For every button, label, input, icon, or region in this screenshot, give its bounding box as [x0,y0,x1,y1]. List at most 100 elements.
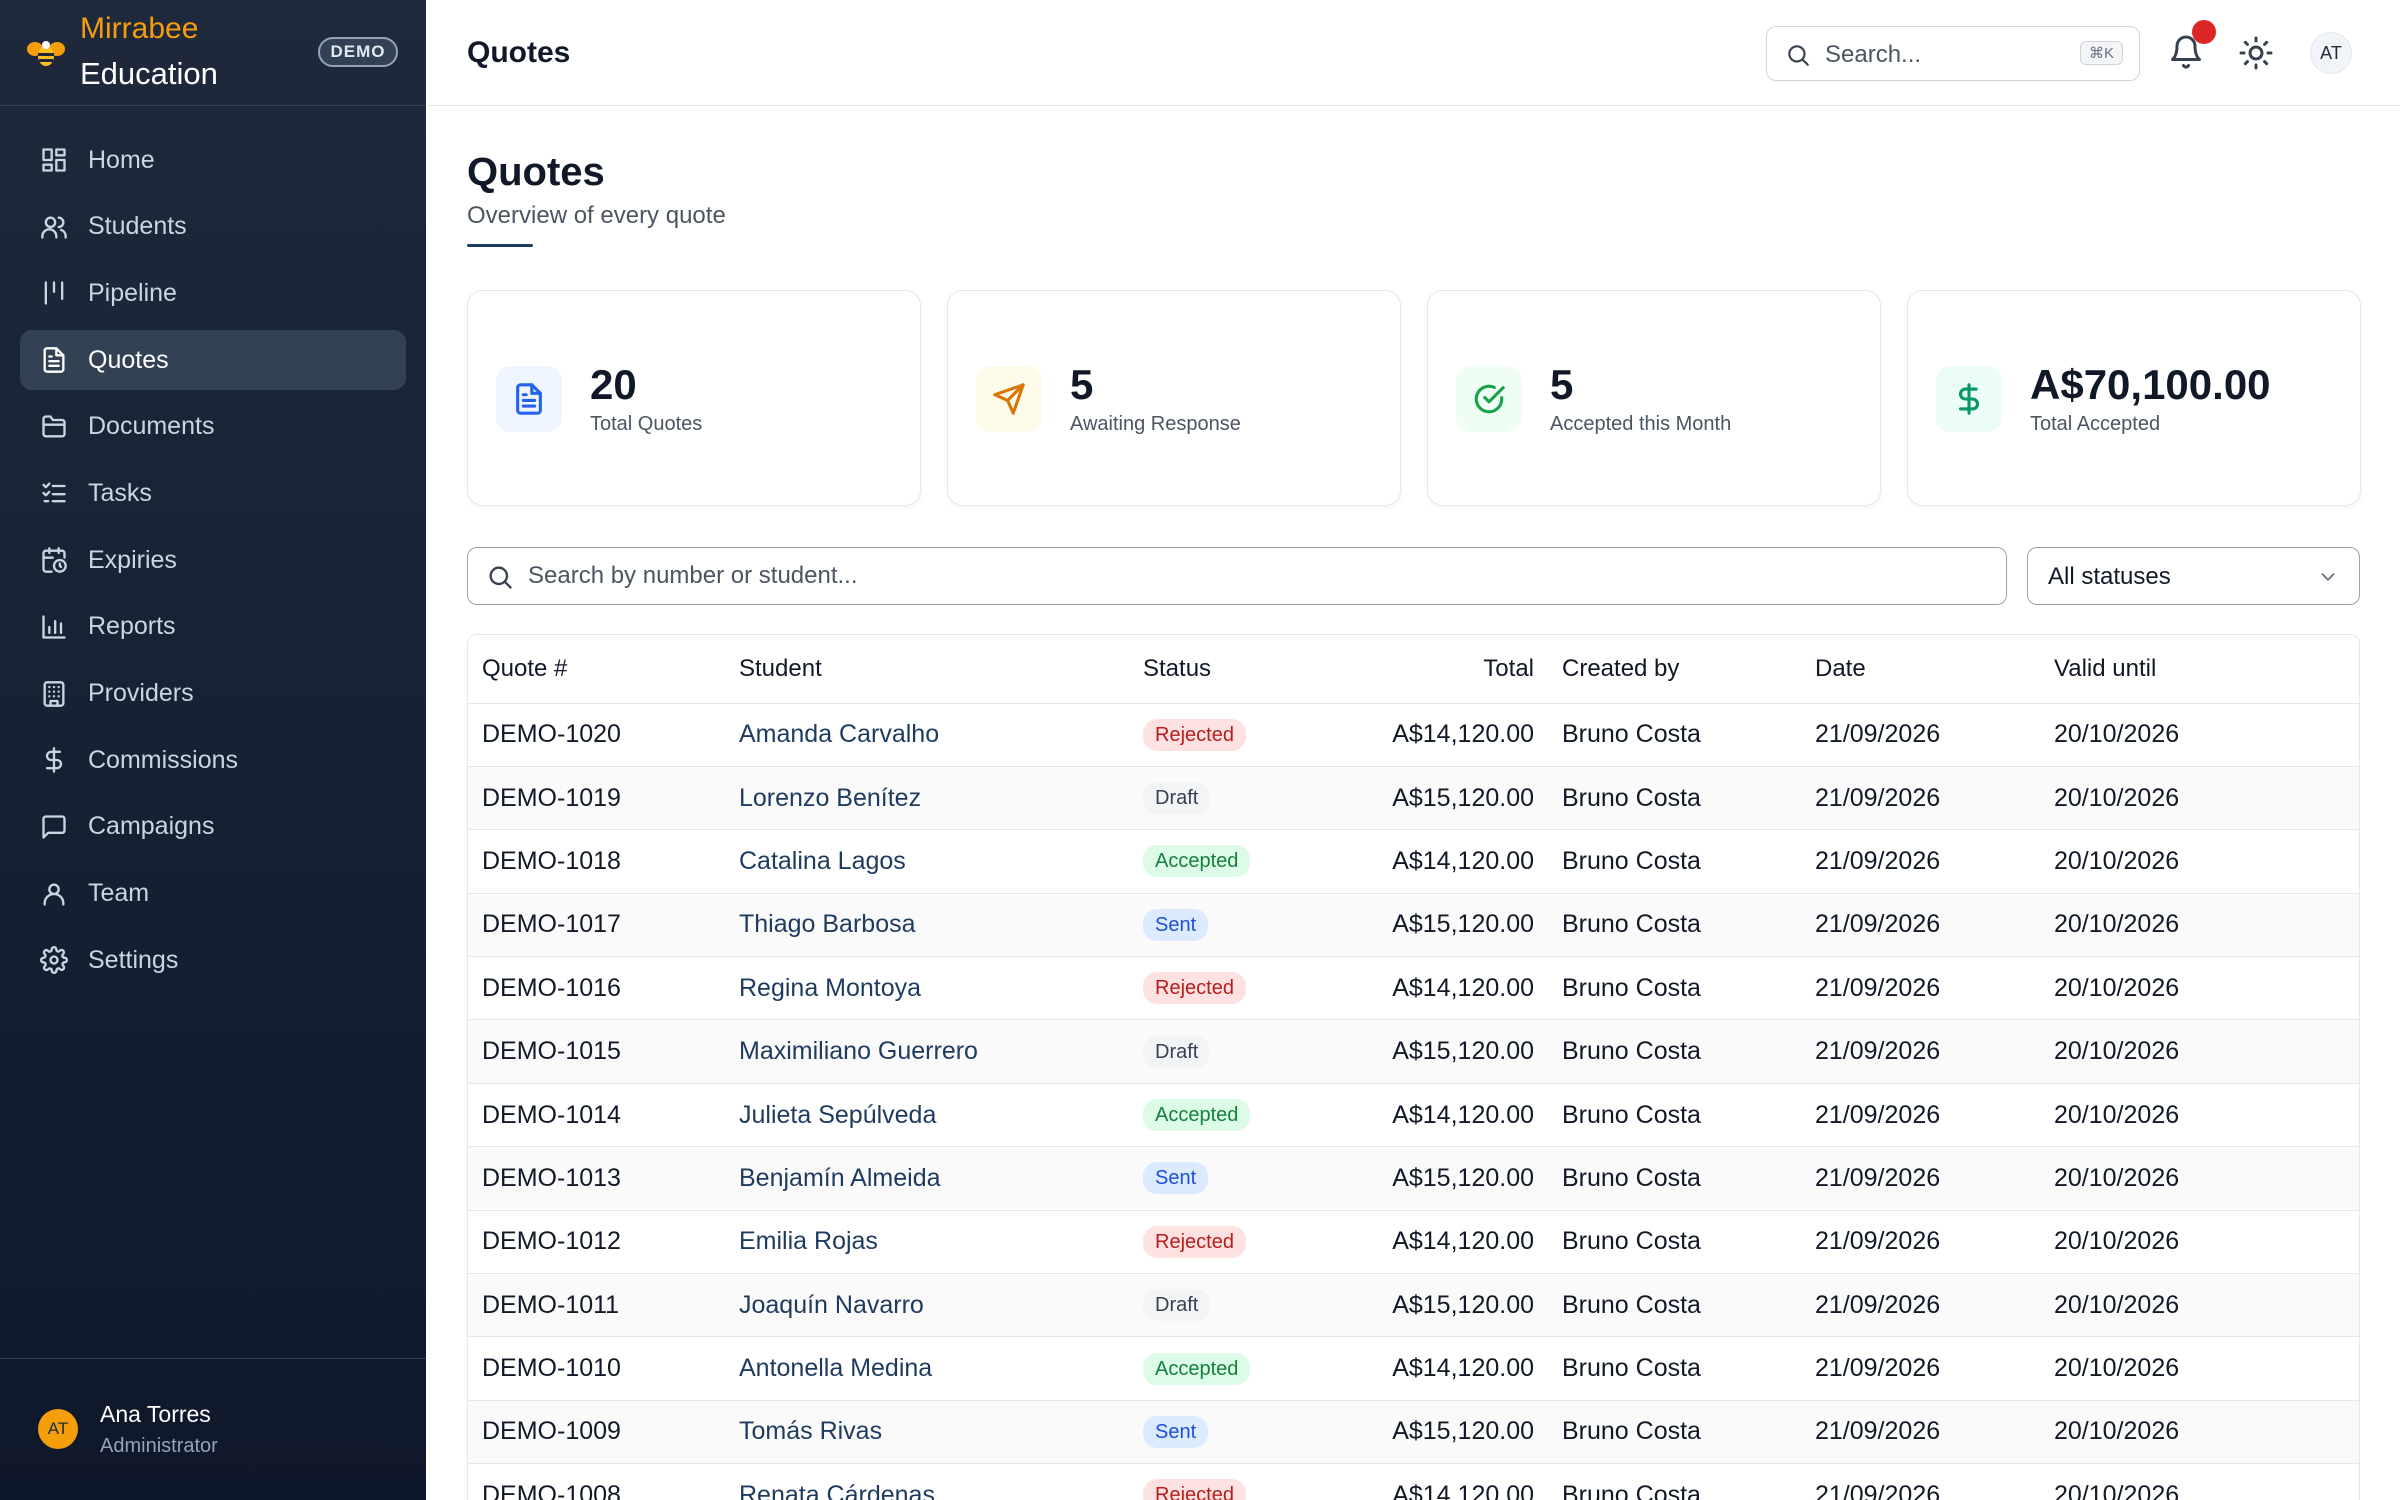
sidebar-item-tasks[interactable]: Tasks [20,463,406,523]
quote-number: DEMO-1020 [482,720,621,749]
table-cell: Antonella Medina [725,1336,1129,1401]
table-row[interactable]: DEMO-1011 Joaquín Navarro Draft A$15,120.00… [468,1273,2359,1338]
quote-total: A$14,120.00 [1392,1480,1534,1500]
created-by: Bruno Costa [1562,1417,1701,1446]
table-row[interactable]: DEMO-1015 Maximiliano Guerrero Draft A$15,1… [468,1019,2359,1084]
table-cell: Emilia Rojas [725,1210,1129,1275]
column-header-student[interactable]: Student [725,635,1129,704]
dollar-icon [1936,366,2002,432]
table-cell: DEMO-1020 [468,703,725,767]
topbar-title: Quotes [467,36,571,69]
table-row[interactable]: DEMO-1008 Renata Cárdenas Rejected A$14,120… [468,1463,2359,1500]
student-link[interactable]: Maximiliano Guerrero [739,1037,978,1066]
search-icon [489,566,512,589]
student-link[interactable]: Lorenzo Benítez [739,783,922,812]
users-icon [40,213,68,241]
column-header-created-by[interactable]: Created by [1548,635,1801,704]
quote-total: A$15,120.00 [1392,1417,1534,1446]
created-by: Bruno Costa [1562,783,1701,812]
column-header-status[interactable]: Status [1129,635,1344,704]
status-badge: Sent [1143,1162,1209,1195]
column-header-quote[interactable]: Quote # [468,635,725,704]
sidebar-item-providers[interactable]: Providers [20,664,406,724]
student-link[interactable]: Antonella Medina [739,1354,933,1383]
column-header-valid-until[interactable]: Valid until [2040,635,2359,704]
table-cell: Accepted [1129,1336,1344,1401]
sidebar-item-reports[interactable]: Reports [20,597,406,657]
column-header-total[interactable]: Total [1344,635,1548,704]
sidebar-item-pipeline[interactable]: Pipeline [20,263,406,323]
quote-number: DEMO-1009 [482,1417,621,1446]
table-row[interactable]: DEMO-1019 Lorenzo Benítez Draft A$15,120.00… [468,766,2359,831]
sidebar-item-label: Students [88,212,187,241]
table-row[interactable]: DEMO-1012 Emilia Rojas Rejected A$14,120.00… [468,1210,2359,1275]
table-cell: A$14,120.00 [1344,1210,1548,1275]
table-row[interactable]: DEMO-1018 Catalina Lagos Accepted A$14,120.… [468,829,2359,894]
search-icon [1788,45,1809,66]
bell-icon[interactable] [2168,34,2204,70]
table-cell: Thiago Barbosa [725,893,1129,958]
document-icon [496,366,562,432]
table-cell: 21/09/2026 [1801,1146,2040,1211]
user-name: Ana Torres [100,1401,211,1427]
sidebar-item-team[interactable]: Team [20,864,406,924]
valid-until: 20/10/2026 [2054,1227,2180,1256]
table-row[interactable]: DEMO-1017 Thiago Barbosa Sent A$15,120.00 Br… [468,893,2359,958]
quote-number: DEMO-1013 [482,1163,621,1192]
student-link[interactable]: Joaquín Navarro [739,1290,924,1319]
sidebar-item-expiries[interactable]: Expiries [20,530,406,590]
table-cell: A$15,120.00 [1344,1019,1548,1084]
table-cell: Accepted [1129,1083,1344,1148]
stat-card-total-accepted: A$70,100.00 Total Accepted [1907,290,2361,506]
student-link[interactable]: Catalina Lagos [739,846,906,875]
student-link[interactable]: Emilia Rojas [739,1227,878,1256]
student-link[interactable]: Tomás Rivas [739,1417,883,1446]
table-cell: Draft [1129,766,1344,831]
table-row[interactable]: DEMO-1020 Amanda Carvalho Rejected A$14,120… [468,703,2359,767]
valid-until: 20/10/2026 [2054,1163,2180,1192]
table-row[interactable]: DEMO-1014 Julieta Sepúlveda Accepted A$14,1… [468,1083,2359,1148]
valid-until: 20/10/2026 [2054,973,2180,1002]
table-cell: 20/10/2026 [2040,956,2359,1021]
student-link[interactable]: Julieta Sepúlveda [739,1100,937,1129]
table-cell: 21/09/2026 [1801,1210,2040,1275]
stat-label: Accepted this Month [1550,413,1732,435]
valid-until: 20/10/2026 [2054,846,2180,875]
quote-number: DEMO-1014 [482,1100,621,1129]
avatar[interactable]: AT [2310,32,2352,74]
gear-icon [40,946,68,975]
student-link[interactable]: Thiago Barbosa [739,910,916,939]
page-title: Quotes [467,150,605,194]
sun-icon[interactable] [2238,35,2274,71]
table-row[interactable]: DEMO-1009 Tomás Rivas Sent A$15,120.00 Bruno… [468,1400,2359,1465]
quote-search-input[interactable] [528,558,1968,594]
student-link[interactable]: Amanda Carvalho [739,720,940,749]
table-cell: Bruno Costa [1548,1273,1801,1338]
student-link[interactable]: Regina Montoya [739,973,922,1002]
table-cell: DEMO-1017 [468,893,725,958]
table-cell: 21/09/2026 [1801,1019,2040,1084]
student-link[interactable]: Renata Cárdenas [739,1480,935,1500]
table-row[interactable]: DEMO-1016 Regina Montoya Rejected A$14,120.… [468,956,2359,1021]
quote-total: A$14,120.00 [1392,846,1534,875]
sidebar-item-documents[interactable]: Documents [20,397,406,457]
status-filter-select[interactable]: All statuses [2027,547,2360,605]
table-row[interactable]: DEMO-1010 Antonella Medina Accepted A$14,12… [468,1336,2359,1401]
status-badge: Accepted [1143,1099,1251,1132]
created-by: Bruno Costa [1562,973,1701,1002]
sidebar-item-home[interactable]: Home [20,130,406,190]
sidebar-item-settings[interactable]: Settings [20,930,406,990]
sidebar-item-quotes[interactable]: Quotes [20,330,406,391]
sidebar-item-commissions[interactable]: Commissions [20,730,406,790]
user-profile[interactable]: AT Ana Torres Administrator [0,1358,426,1500]
created-by: Bruno Costa [1562,846,1701,875]
column-header-date[interactable]: Date [1801,635,2040,704]
table-cell: DEMO-1008 [468,1463,725,1500]
sidebar-item-label: Expiries [88,545,177,574]
quote-date: 21/09/2026 [1815,1227,1941,1256]
sidebar-item-campaigns[interactable]: Campaigns [20,797,406,857]
student-link[interactable]: Benjamín Almeida [739,1163,941,1192]
global-search[interactable]: Search... ⌘K [1766,26,2140,81]
table-row[interactable]: DEMO-1013 Benjamín Almeida Sent A$15,120.00… [468,1146,2359,1211]
sidebar-item-students[interactable]: Students [20,197,406,257]
